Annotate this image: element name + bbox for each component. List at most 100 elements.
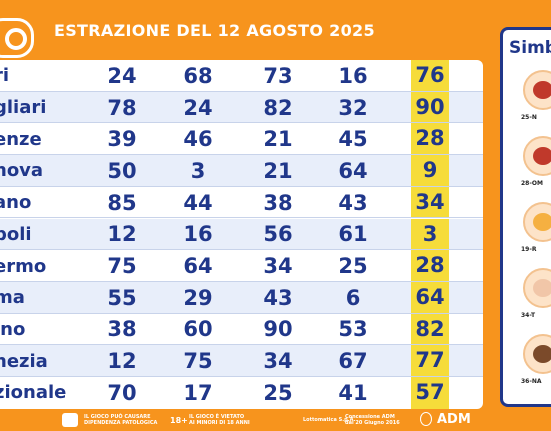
extra-number: 76 xyxy=(411,60,449,92)
drawn-number: 43 xyxy=(263,285,293,310)
footer: IL GIOCO PUÒ CAUSARE DIPENDENZA PATOLOGIC… xyxy=(0,409,491,431)
draw-row: zionale 70 17 25 41 57 xyxy=(0,377,483,409)
drawn-number: 38 xyxy=(263,190,293,215)
drawn-number: 53 xyxy=(338,317,368,342)
drawn-number: 25 xyxy=(338,254,368,279)
drawn-number: 64 xyxy=(183,254,213,279)
drawn-number: 39 xyxy=(107,127,137,152)
drawn-number: 34 xyxy=(263,254,293,279)
symbol-label: 28-OM xyxy=(521,180,543,187)
umbrella-icon xyxy=(523,136,551,176)
symbols-title: Simbo xyxy=(509,38,551,58)
drawn-number: 75 xyxy=(107,254,137,279)
drawn-number: 24 xyxy=(183,95,213,120)
drawn-number: 32 xyxy=(338,95,368,120)
extra-number: 28 xyxy=(411,250,449,282)
symbol-label: 25-N xyxy=(521,114,537,121)
drawn-number: 45 xyxy=(338,127,368,152)
city-name: nova xyxy=(0,160,44,182)
results-board: ri2468731676gliari7824823290enze39462145… xyxy=(0,60,483,409)
drawn-number: 12 xyxy=(107,222,137,247)
city-name: poli xyxy=(0,223,32,245)
drawn-number: 85 xyxy=(107,190,137,215)
symbol-illustration xyxy=(533,345,551,363)
drawn-number: 41 xyxy=(338,380,368,405)
warning-minors-line2: AI MINORI DI 18 ANNI xyxy=(189,420,250,426)
extra-number: 77 xyxy=(411,345,449,377)
city-name: zionale xyxy=(0,382,67,404)
drawn-number: 70 xyxy=(107,380,137,405)
warning-minors: IL GIOCO È VIETATO AI MINORI DI 18 ANNI xyxy=(189,414,250,426)
symbol-label: 19-R xyxy=(521,246,537,253)
warning-addiction-line1: IL GIOCO PUÒ CAUSARE xyxy=(84,414,151,420)
drawn-number: 29 xyxy=(183,285,213,310)
draw-row: ri 24 68 73 16 76 xyxy=(0,60,483,92)
draw-row: ermo 75 64 34 25 28 xyxy=(0,250,483,282)
extra-number: 28 xyxy=(411,123,449,156)
city-name: gliari xyxy=(0,97,47,119)
drawn-number: 21 xyxy=(263,158,293,183)
symbol-label: 36-NA xyxy=(521,378,542,385)
drawn-number: 68 xyxy=(183,63,213,88)
drawn-number: 3 xyxy=(190,158,206,183)
drawn-number: 73 xyxy=(263,63,293,88)
draw-row: enze 39 46 21 45 28 xyxy=(0,123,483,156)
city-name: nezia xyxy=(0,350,48,372)
lotto-logo xyxy=(0,18,34,58)
drawn-number: 46 xyxy=(183,127,213,152)
symbol-illustration xyxy=(533,213,551,231)
symbols-panel: Simbo 25-N 28-OM 19-R 34-T 36-NA xyxy=(500,27,551,407)
drawn-number: 25 xyxy=(263,380,293,405)
drawn-number: 56 xyxy=(263,222,293,247)
drawn-number: 16 xyxy=(183,222,213,247)
extra-number: 34 xyxy=(411,186,449,219)
chestnut-icon xyxy=(523,334,551,374)
city-name: enze xyxy=(0,128,42,150)
symbol-illustration xyxy=(533,279,551,297)
draw-row: ino 38 60 90 53 82 xyxy=(0,313,483,346)
extra-number: 3 xyxy=(411,218,449,251)
lottery-operator: Lottomatica S.p.A. xyxy=(303,417,356,423)
drawn-number: 17 xyxy=(183,380,213,405)
red-ball-icon xyxy=(523,70,551,110)
draw-row: poli 12 16 56 61 3 xyxy=(0,218,483,251)
warning-addiction: IL GIOCO PUÒ CAUSARE DIPENDENZA PATOLOGIC… xyxy=(84,414,157,426)
city-name: ermo xyxy=(0,255,47,277)
drawn-number: 60 xyxy=(183,317,213,342)
concession-info: Concessione ADM dal 20 Giugno 2016 xyxy=(345,414,400,426)
draw-row: gliari 78 24 82 32 90 xyxy=(0,91,483,124)
city-name: ino xyxy=(0,318,26,340)
laughing-face-icon xyxy=(523,202,551,242)
page-title: ESTRAZIONE DEL 12 AGOSTO 2025 xyxy=(54,21,375,40)
warning-addiction-line2: DIPENDENZA PATOLOGICA xyxy=(84,420,158,426)
drawn-number: 78 xyxy=(107,95,137,120)
extra-number: 57 xyxy=(411,377,449,409)
responsible-gaming-logo xyxy=(62,413,78,427)
extra-number: 82 xyxy=(411,313,449,346)
draw-row: nezia 12 75 34 67 77 xyxy=(0,345,483,377)
drawn-number: 44 xyxy=(183,190,213,215)
city-name: ri xyxy=(0,65,10,87)
drawn-number: 16 xyxy=(338,63,368,88)
extra-number: 64 xyxy=(411,281,449,314)
concession-line2: dal 20 Giugno 2016 xyxy=(345,420,400,426)
drawn-number: 90 xyxy=(263,317,293,342)
drawn-number: 75 xyxy=(183,349,213,374)
symbol-illustration xyxy=(533,147,551,165)
drawn-number: 82 xyxy=(263,95,293,120)
extra-number: 9 xyxy=(411,155,449,187)
draw-row: nova 50 3 21 64 9 xyxy=(0,155,483,187)
emblem-icon xyxy=(420,412,432,426)
drawn-number: 24 xyxy=(107,63,137,88)
drawn-number: 43 xyxy=(338,190,368,215)
draw-row: ano 85 44 38 43 34 xyxy=(0,186,483,219)
city-name: ma xyxy=(0,287,25,309)
face-icon xyxy=(523,268,551,308)
warning-minors-line1: IL GIOCO È VIETATO xyxy=(189,414,245,420)
drawn-number: 6 xyxy=(345,285,361,310)
drawn-number: 34 xyxy=(263,349,293,374)
drawn-number: 38 xyxy=(107,317,137,342)
symbol-label: 34-T xyxy=(521,312,536,319)
concession-line1: Concessione ADM xyxy=(345,414,395,420)
adm-label: ADM xyxy=(437,412,471,427)
